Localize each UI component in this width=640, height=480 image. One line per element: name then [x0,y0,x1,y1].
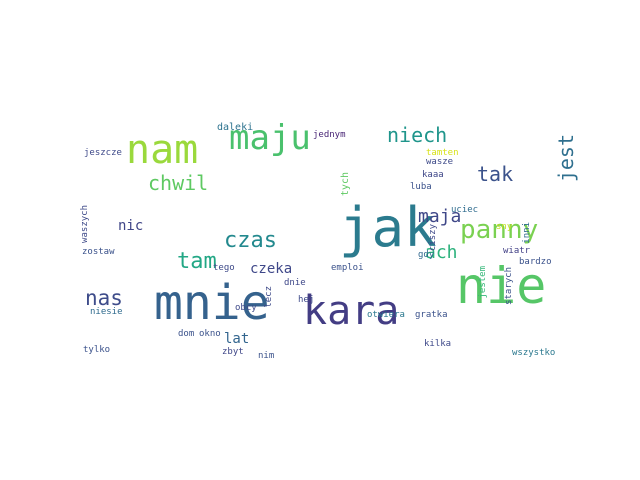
word-jeszcze: jeszcze [84,148,122,158]
word-tam: tam [177,249,217,274]
word-kilka: kilka [424,339,452,349]
word-gdy: gdy [418,250,435,260]
word-tego: tego [213,263,235,273]
word-otwiera: otwiera [367,310,405,320]
word-nie: nie [456,257,547,315]
word-ciszy: ciszy [428,224,438,252]
word-maja: maja [418,206,462,227]
word-starych: starych [504,267,514,305]
word-tak: tak [477,162,514,186]
word-niesie: niesie [90,307,123,317]
word-panny: panny [460,215,539,245]
word-chwil: chwil [148,171,209,195]
word-kaaa: kaaa [422,170,444,180]
word-emploi: emploi [331,263,364,273]
word-luba: luba [410,182,432,192]
word-jednym: jednym [313,130,346,140]
word-dom: dom [178,329,195,339]
word-ach: ach [425,242,458,263]
word-zostaw: zostaw [82,247,115,257]
word-bardzo: bardzo [519,257,552,267]
word-dnie: dnie [284,278,306,288]
word-wszystko: wszystko [512,348,556,358]
word-jest: jest [554,134,578,183]
word-tylko: tylko [83,345,111,355]
word-daleki: daleki [217,122,254,133]
word-wiatr: wiatr [503,246,531,256]
word-inni: inni [522,222,532,244]
word-nas: nas [85,286,123,310]
word-okno: okno [199,329,221,339]
word-maju: maju [229,118,311,158]
word-czas: czas [224,228,277,253]
word-lat: lat [224,331,250,347]
word-czeka: czeka [250,261,293,277]
word-tych: tych [340,172,351,197]
word-zbyt: zbyt [222,347,244,357]
word-jestem: jestem [478,266,488,299]
word-nim: nim [258,351,275,361]
word-hej: hej [298,295,315,305]
word-sny: sny [496,222,513,232]
word-mnie: mnie [154,275,270,331]
word-waszych: waszych [80,205,90,243]
word-jak: jak [339,196,437,259]
word-kara: kara [303,288,400,334]
word-nam: nam [126,127,199,173]
word-lecz: lecz [264,286,274,308]
word-niech: niech [387,123,448,147]
word-wasze: wasze [426,157,454,167]
word-cloud: jak mnie nie kara nam maju panny chwil t… [78,116,584,370]
word-nic: nic [118,218,144,234]
word-gratka: gratka [415,310,448,320]
word-tamten: tamten [426,148,459,158]
word-uciec: uciec [451,205,479,215]
word-obcy: obcy [235,303,257,313]
